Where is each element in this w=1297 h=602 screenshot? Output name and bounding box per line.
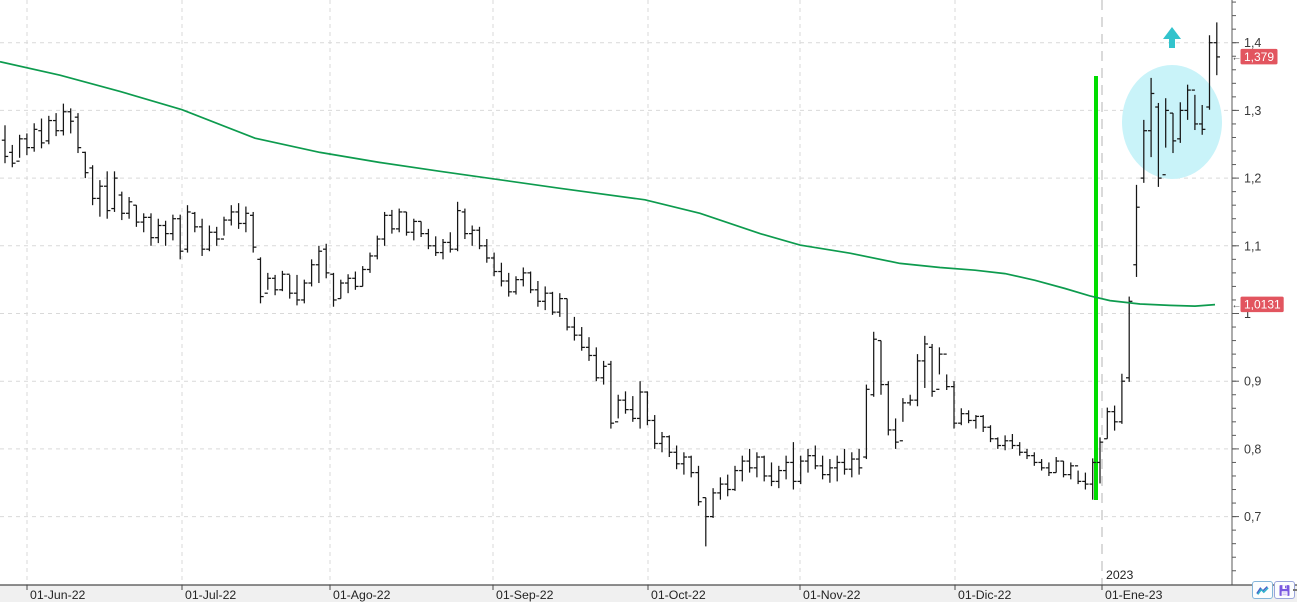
ohlc-bars [1,22,1220,547]
highlight-ellipse [1122,65,1222,179]
x-axis-label: 01-Ene-23 [1105,588,1163,602]
y-axis-label: 0,9 [1244,375,1261,389]
price-marker-arrow: ← [1232,52,1242,63]
year-label: 2023 [1106,568,1134,582]
zigzag-line-icon [1256,585,1269,595]
x-axis-label: 01-Oct-22 [651,588,706,602]
x-axis-label: 01-Ago-22 [333,588,391,602]
y-axis-label: 0,8 [1244,442,1261,456]
x-axis-label: 01-Jul-22 [185,588,236,602]
up-arrow-icon [1163,27,1181,48]
price-badge [1240,48,1278,65]
save-button[interactable] [1274,581,1295,599]
x-axis-label: 01-Sep-22 [496,588,554,602]
y-axis-label: 0,7 [1244,510,1261,524]
y-axis-label: 1,4 [1244,36,1261,50]
price-badge-label: 1,0131 [1244,298,1281,312]
x-axis-label: 01-Jun-22 [30,588,86,602]
y-axis-label: 1,2 [1244,172,1261,186]
x-axis-label: 01-Dic-22 [958,588,1011,602]
date-strip [0,585,1297,602]
y-axis-label: 1,3 [1244,104,1261,118]
price-badge [1240,296,1284,313]
price-badge-label: 1,379 [1244,50,1274,64]
y-axis-label: 1,1 [1244,239,1261,253]
moving-average-line [0,60,1216,307]
cropped-control-fragment [1293,589,1297,591]
line-style-button[interactable] [1252,581,1273,599]
floppy-disk-icon [1279,584,1290,596]
x-axis-label: 01-Nov-22 [803,588,861,602]
price-marker-arrow: ← [1232,300,1242,311]
y-axis-label: 1 [1244,307,1251,321]
